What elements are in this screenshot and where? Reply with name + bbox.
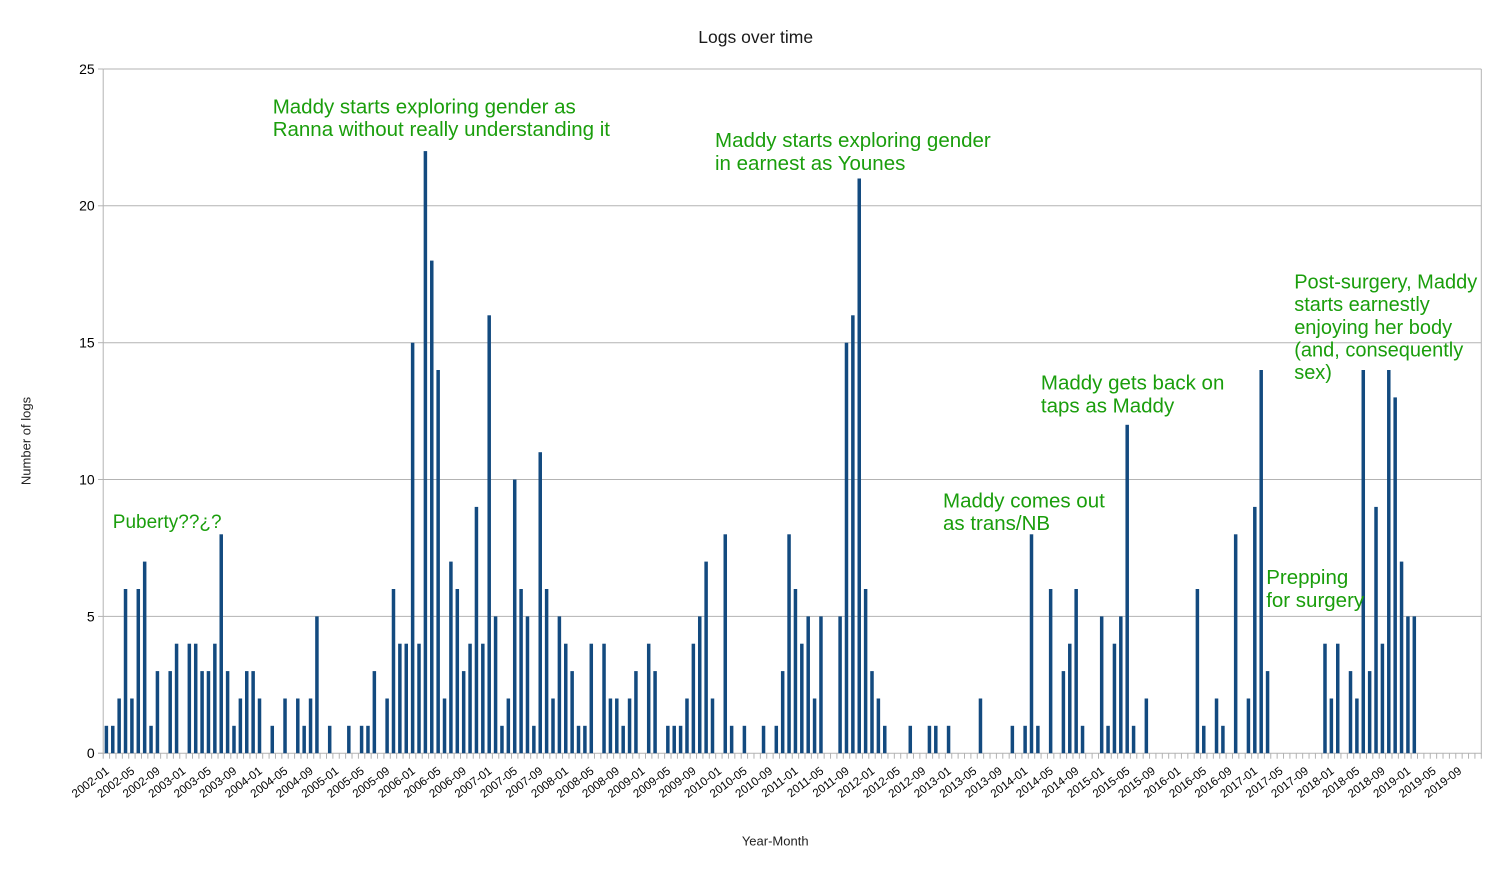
svg-text:for surgery: for surgery — [1266, 589, 1365, 612]
svg-text:Number of logs: Number of logs — [19, 396, 34, 485]
svg-text:Post-surgery, Maddy: Post-surgery, Maddy — [1294, 271, 1477, 293]
svg-text:enjoying her body: enjoying her body — [1294, 317, 1452, 339]
svg-text:as trans/NB: as trans/NB — [943, 512, 1050, 535]
svg-text:starts earnestly: starts earnestly — [1294, 294, 1430, 316]
svg-text:25: 25 — [79, 61, 95, 77]
svg-text:20: 20 — [79, 198, 95, 214]
svg-text:Ranna without really understan: Ranna without really understanding it — [273, 118, 611, 141]
svg-text:0: 0 — [87, 745, 95, 761]
svg-text:Maddy starts exploring gender: Maddy starts exploring gender — [715, 129, 991, 152]
svg-text:Puberty??¿?: Puberty??¿? — [113, 512, 222, 533]
svg-text:(and, consequently: (and, consequently — [1294, 340, 1463, 362]
svg-text:Logs over time: Logs over time — [698, 27, 813, 47]
svg-text:Maddy gets back on: Maddy gets back on — [1041, 372, 1224, 395]
svg-text:10: 10 — [79, 471, 95, 487]
svg-text:Maddy starts exploring gender: Maddy starts exploring gender as — [273, 95, 576, 118]
svg-text:Prepping: Prepping — [1266, 566, 1348, 589]
svg-text:taps as Maddy: taps as Maddy — [1041, 394, 1175, 417]
svg-text:in earnest as Younes: in earnest as Younes — [715, 152, 905, 175]
svg-text:sex): sex) — [1294, 362, 1332, 384]
svg-text:Maddy comes out: Maddy comes out — [943, 489, 1105, 512]
svg-text:15: 15 — [79, 335, 95, 351]
svg-text:Year-Month: Year-Month — [742, 834, 809, 849]
svg-text:5: 5 — [87, 608, 95, 624]
